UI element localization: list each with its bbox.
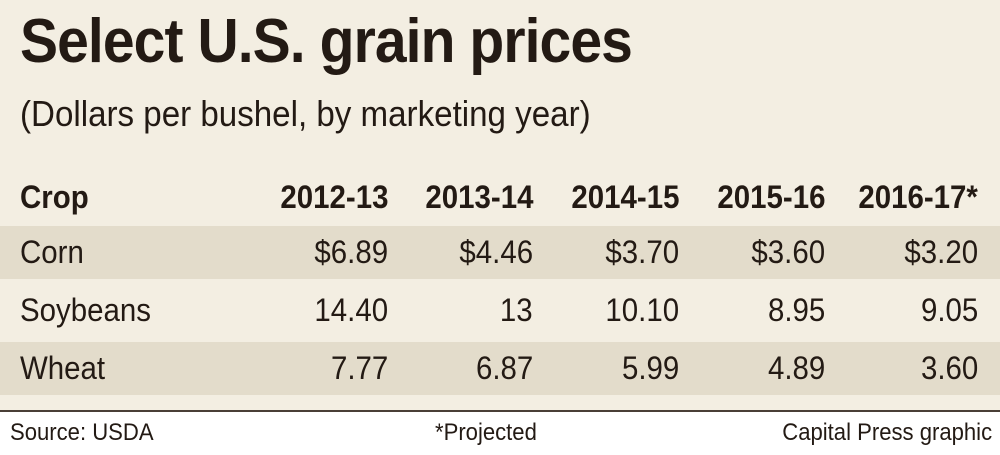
table-cell: 7.77 (330, 350, 388, 386)
table-cell: $3.70 (605, 234, 679, 270)
table-cell: 6.87 (475, 350, 533, 386)
table-cell: 8.95 (767, 292, 825, 328)
header-cell-2015-16: 2015-16 (716, 179, 825, 215)
source-note: Source: USDA (10, 419, 154, 446)
page-title: Select U.S. grain prices (20, 7, 633, 76)
page-subtitle: (Dollars per bushel, by marketing year) (20, 93, 591, 134)
table-cell: 10.10 (605, 292, 679, 328)
header-cell-2013-14: 2013-14 (424, 179, 533, 215)
header-cell-2012-13: 2012-13 (279, 179, 388, 215)
header-cell-2016-17: 2016-17* (858, 179, 978, 215)
table-row-wheat: Wheat 7.77 6.87 5.99 4.89 3.60 (0, 342, 1000, 395)
header-cell-2014-15: 2014-15 (570, 179, 679, 215)
credit-note: Capital Press graphic (782, 419, 992, 446)
table-cell: 14.40 (314, 292, 388, 328)
table-cell: 4.89 (767, 350, 825, 386)
table-cell: $6.89 (314, 234, 388, 270)
table-cell: 3.60 (920, 350, 978, 386)
table-cell: Soybeans (20, 292, 151, 328)
table-cell: Corn (20, 234, 84, 270)
table-header-row: Crop 2012-13 2013-14 2014-15 2015-16 201… (0, 170, 1000, 226)
projection-note: *Projected (435, 419, 537, 446)
price-table: Crop 2012-13 2013-14 2014-15 2015-16 201… (0, 170, 1000, 395)
table-cell: 5.99 (621, 350, 679, 386)
table-cell: 13 (500, 292, 533, 328)
graphic-panel: Select U.S. grain prices (Dollars per bu… (0, 0, 1000, 410)
table-cell: Wheat (20, 350, 106, 386)
table-cell: $3.20 (904, 234, 978, 270)
footer-divider (0, 410, 1000, 412)
table-cell: $4.46 (459, 234, 533, 270)
table-row-corn: Corn $6.89 $4.46 $3.70 $3.60 $3.20 (0, 226, 1000, 279)
table-cell: 9.05 (920, 292, 978, 328)
header-cell-crop: Crop (20, 179, 89, 215)
table-cell: $3.60 (751, 234, 825, 270)
table-row-soybeans: Soybeans 14.40 13 10.10 8.95 9.05 (0, 283, 1000, 338)
